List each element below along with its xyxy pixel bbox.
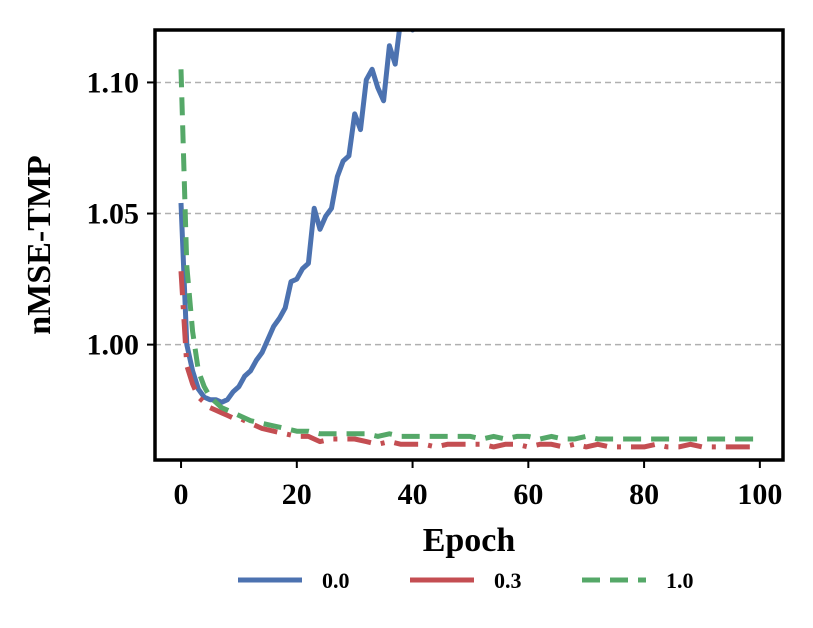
legend-label-0-3: 0.3 bbox=[494, 568, 522, 593]
series-line-0-0 bbox=[178, 30, 416, 405]
x-tick-label: 100 bbox=[737, 478, 782, 511]
x-tick-label: 80 bbox=[629, 478, 659, 511]
legend-label-0-0: 0.0 bbox=[322, 568, 350, 593]
y-tick-label: 1.10 bbox=[87, 66, 140, 99]
x-axis-label: Epoch bbox=[423, 522, 516, 559]
plot-background bbox=[155, 30, 783, 460]
legend-label-1-0: 1.0 bbox=[666, 568, 694, 593]
x-tick-label: 0 bbox=[174, 478, 189, 511]
grid-lines bbox=[155, 81, 783, 346]
y-tick-label: 1.00 bbox=[87, 329, 140, 362]
y-axis-label: nMSE-TMP bbox=[21, 155, 58, 334]
series-line-1-0 bbox=[178, 69, 760, 442]
series-line-0-3 bbox=[178, 271, 760, 450]
x-tick-label: 60 bbox=[513, 478, 543, 511]
ticks: 1.00 1.05 1.10 0 20 40 60 80 100 bbox=[87, 66, 783, 511]
x-tick-label: 40 bbox=[398, 478, 428, 511]
y-tick-label: 1.05 bbox=[87, 198, 140, 231]
x-tick-label: 20 bbox=[282, 478, 312, 511]
legend: 0.0 0.3 1.0 bbox=[238, 568, 694, 593]
plot-frame bbox=[153, 28, 785, 462]
series-layer bbox=[178, 30, 760, 450]
